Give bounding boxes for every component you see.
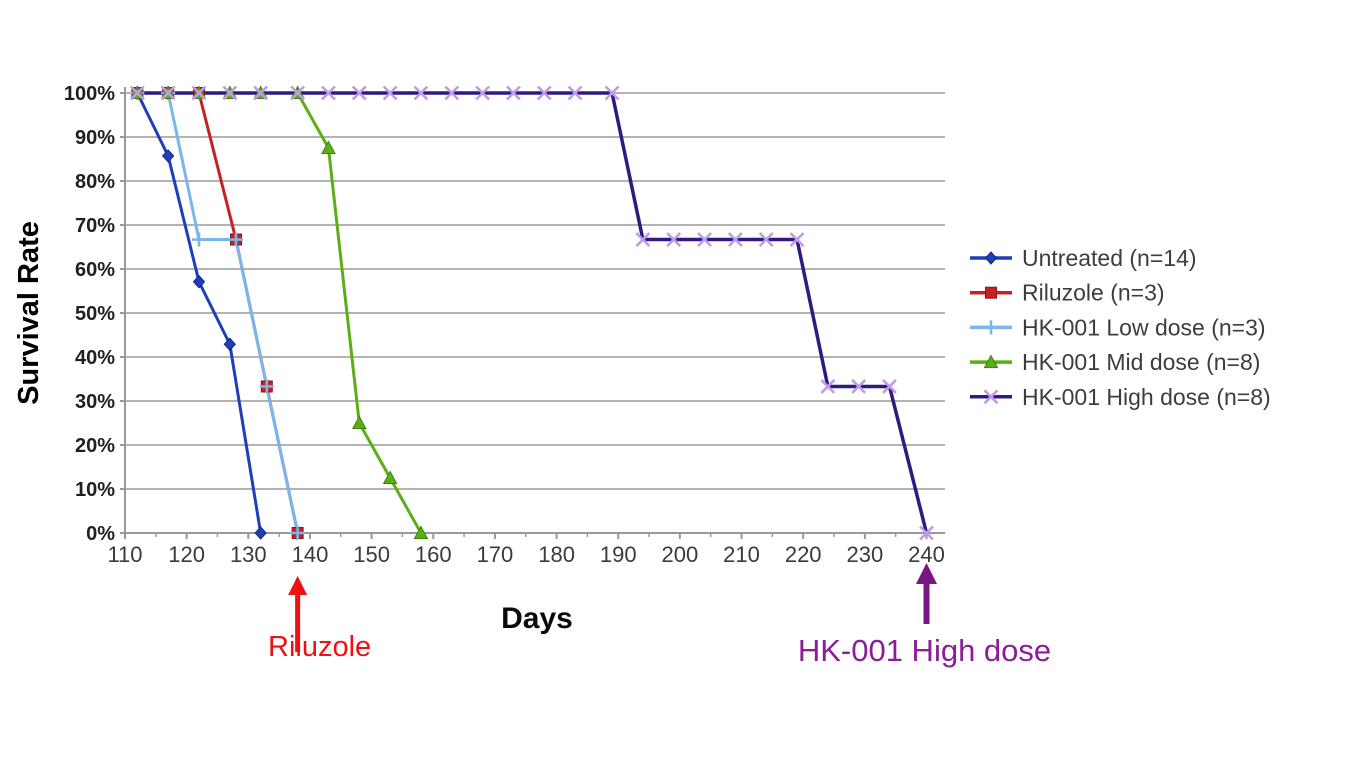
y-tick-label: 50% xyxy=(75,303,115,325)
triangle-legend-marker-icon xyxy=(983,354,999,369)
x-tick-label: 240 xyxy=(908,542,945,567)
diamond-legend-marker-icon xyxy=(984,251,998,265)
xmark-marker xyxy=(635,232,651,247)
xmark-marker xyxy=(444,85,460,101)
plus-marker xyxy=(259,379,274,394)
x-tick-label: 200 xyxy=(662,542,699,567)
y-tick-label: 40% xyxy=(75,347,115,369)
diamond-marker xyxy=(254,526,267,540)
diamond-marker xyxy=(223,337,236,351)
x-tick-label: 140 xyxy=(292,542,329,567)
xmark-marker xyxy=(321,85,336,101)
y-tick-label: 70% xyxy=(75,215,115,237)
series-line xyxy=(137,91,929,534)
plus-marker xyxy=(191,232,206,247)
xmark-marker xyxy=(727,232,743,247)
plus-marker xyxy=(228,232,243,247)
y-tick-label: 10% xyxy=(75,479,115,501)
xmark-marker xyxy=(351,85,367,101)
triangle-marker xyxy=(413,525,429,539)
xmark-marker xyxy=(789,232,805,247)
xmark-legend-marker-icon xyxy=(983,389,999,405)
xmark-marker xyxy=(697,232,712,247)
triangle-marker xyxy=(382,470,398,484)
axes xyxy=(124,87,945,534)
xmark-marker xyxy=(290,85,306,101)
xmark-marker xyxy=(413,85,429,101)
plus-legend-marker-icon xyxy=(984,320,998,335)
riluzole-arrow-head-icon xyxy=(288,576,308,595)
x-tick-label: 230 xyxy=(846,542,883,567)
xmark-marker xyxy=(851,379,867,394)
x-tick-label: 150 xyxy=(353,542,390,567)
xmark-marker xyxy=(604,85,620,101)
y-axis-ticks: 0% 10% 20% 30% 40% 50% 60% 70% 80% 90% 100% xyxy=(64,83,125,545)
legend-item: HK-001 High dose (n=8) xyxy=(970,384,1271,410)
y-tick-label: 60% xyxy=(75,259,115,281)
xmark-marker xyxy=(919,525,934,541)
y-axis-title: Survival Rate xyxy=(13,221,45,405)
y-tick-label: 30% xyxy=(75,391,115,413)
x-tick-label: 210 xyxy=(723,542,760,567)
high-dose-arrow-head-icon xyxy=(916,563,938,584)
legend: Untreated (n=14) Riluzole (n=3) HK-001 Low… xyxy=(970,245,1271,410)
x-tick-label: 170 xyxy=(477,542,514,567)
xmark-marker xyxy=(253,85,269,101)
square-legend-marker-icon xyxy=(985,286,997,299)
xmark-marker xyxy=(129,85,145,101)
xmark-marker xyxy=(191,85,207,101)
xmark-marker xyxy=(666,232,682,247)
legend-label: HK-001 Mid dose (n=8) xyxy=(1022,349,1260,375)
xmark-marker xyxy=(820,379,836,394)
xmark-marker xyxy=(382,85,398,101)
x-tick-label: 190 xyxy=(600,542,637,567)
xmark-marker xyxy=(222,85,238,101)
diamond-marker xyxy=(161,149,175,163)
xmark-marker xyxy=(567,85,583,101)
xmark-marker xyxy=(475,85,491,101)
y-tick-label: 80% xyxy=(75,171,115,193)
y-tick-label: 100% xyxy=(64,83,115,105)
x-tick-label: 120 xyxy=(168,542,205,567)
riluzole-annotation-label: Riluzole xyxy=(268,631,371,663)
x-tick-label: 160 xyxy=(415,542,452,567)
x-tick-label: 180 xyxy=(538,542,575,567)
plus-marker xyxy=(290,526,305,540)
legend-label: Riluzole (n=3) xyxy=(1022,280,1165,306)
x-tick-label: 220 xyxy=(785,542,822,567)
triangle-marker xyxy=(351,415,367,429)
legend-label: HK-001 High dose (n=8) xyxy=(1022,384,1271,410)
x-tick-label: 110 xyxy=(107,542,142,567)
legend-item: HK-001 Low dose (n=3) xyxy=(970,314,1266,340)
x-tick-label: 130 xyxy=(230,542,267,567)
legend-label: HK-001 Low dose (n=3) xyxy=(1022,314,1266,340)
xmark-marker xyxy=(536,85,552,101)
xmark-marker xyxy=(160,85,176,101)
annotation-riluzole: Riluzole xyxy=(268,576,371,663)
xmark-marker xyxy=(758,232,774,247)
high-dose-annotation-label: HK-001 High dose xyxy=(798,633,1051,668)
xmark-marker xyxy=(506,85,521,101)
x-axis-ticks: 110 120 130 140 150 160 170 180 190 200 210 220 230 2… xyxy=(107,533,945,567)
legend-item: Riluzole (n=3) xyxy=(970,280,1165,306)
xmark-marker xyxy=(882,379,897,394)
diamond-marker xyxy=(192,275,206,289)
legend-label: Untreated (n=14) xyxy=(1022,245,1197,271)
y-tick-label: 0% xyxy=(86,523,115,545)
x-axis-title: Days xyxy=(501,602,573,635)
annotation-high-dose: HK-001 High dose xyxy=(798,563,1051,668)
triangle-marker xyxy=(321,140,336,154)
legend-item: Untreated (n=14) xyxy=(970,245,1197,271)
legend-item: HK-001 Mid dose (n=8) xyxy=(970,349,1260,375)
series-markers xyxy=(129,85,934,541)
y-tick-label: 90% xyxy=(75,127,115,149)
y-tick-label: 20% xyxy=(75,435,115,457)
